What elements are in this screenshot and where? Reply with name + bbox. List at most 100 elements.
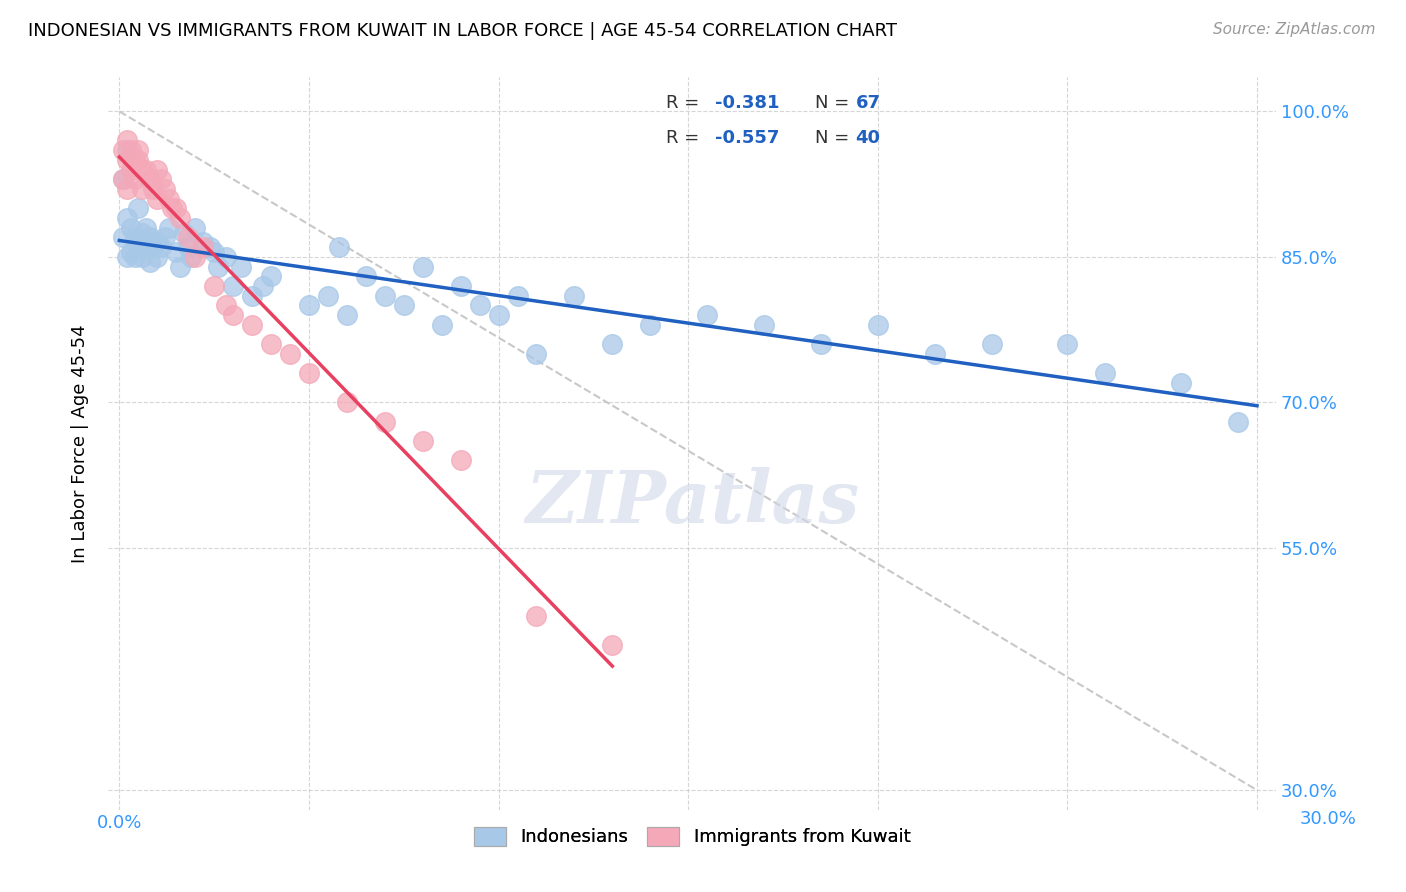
Point: [176, 230, 198, 244]
Point: [214, 298, 236, 312]
Point: [162, 202, 184, 216]
Point: [115, 211, 138, 225]
Point: [135, 240, 157, 254]
Text: N =: N =: [814, 94, 855, 112]
Text: Source: ZipAtlas.com: Source: ZipAtlas.com: [1212, 22, 1375, 37]
Point: [374, 415, 396, 429]
Point: [115, 182, 138, 196]
Point: [602, 638, 624, 652]
Point: [866, 318, 889, 332]
Point: [450, 453, 472, 467]
Point: [150, 240, 173, 254]
Point: [412, 260, 434, 274]
Point: [135, 220, 157, 235]
Point: [526, 347, 548, 361]
Point: [169, 211, 191, 225]
Point: [980, 337, 1002, 351]
Point: [138, 254, 160, 268]
Point: [112, 172, 135, 186]
Point: [602, 337, 624, 351]
Point: [115, 133, 138, 147]
Point: [191, 240, 214, 254]
Point: [252, 279, 274, 293]
Point: [752, 318, 775, 332]
Point: [336, 395, 359, 409]
Text: 40: 40: [855, 128, 880, 146]
Point: [131, 162, 153, 177]
Point: [124, 153, 146, 167]
Point: [138, 230, 160, 244]
Point: [135, 162, 157, 177]
Text: 30.0%: 30.0%: [1301, 810, 1357, 828]
Text: N =: N =: [814, 128, 855, 146]
Legend: Indonesians, Immigrants from Kuwait: Indonesians, Immigrants from Kuwait: [464, 818, 920, 855]
Point: [146, 192, 169, 206]
Text: -0.557: -0.557: [716, 128, 780, 146]
Text: INDONESIAN VS IMMIGRANTS FROM KUWAIT IN LABOR FORCE | AGE 45-54 CORRELATION CHAR: INDONESIAN VS IMMIGRANTS FROM KUWAIT IN …: [28, 22, 897, 40]
Point: [131, 182, 153, 196]
Point: [260, 269, 283, 284]
Point: [173, 226, 195, 240]
Point: [354, 269, 377, 284]
Point: [328, 240, 350, 254]
Point: [146, 162, 169, 177]
Point: [638, 318, 661, 332]
Point: [202, 244, 225, 259]
Point: [115, 250, 138, 264]
Point: [450, 279, 472, 293]
Point: [153, 182, 176, 196]
Point: [127, 153, 149, 167]
Point: [115, 153, 138, 167]
Point: [207, 260, 229, 274]
Point: [506, 288, 529, 302]
Point: [165, 202, 187, 216]
Point: [146, 235, 169, 250]
Point: [120, 220, 142, 235]
Point: [127, 235, 149, 250]
Point: [157, 220, 180, 235]
Text: 67: 67: [855, 94, 880, 112]
Point: [696, 308, 718, 322]
Point: [124, 172, 146, 186]
Point: [124, 250, 146, 264]
Point: [169, 260, 191, 274]
Point: [200, 240, 222, 254]
Point: [120, 143, 142, 157]
Point: [412, 434, 434, 448]
Point: [298, 366, 321, 380]
Point: [115, 143, 138, 157]
Point: [184, 220, 207, 235]
Point: [222, 308, 245, 322]
Point: [120, 244, 142, 259]
Point: [468, 298, 491, 312]
Point: [146, 250, 169, 264]
Point: [298, 298, 321, 312]
Point: [240, 288, 263, 302]
Point: [165, 244, 187, 259]
Point: [157, 192, 180, 206]
Point: [810, 337, 832, 351]
Point: [336, 308, 359, 322]
Point: [176, 240, 198, 254]
Point: [138, 172, 160, 186]
Point: [526, 608, 548, 623]
Point: [924, 347, 946, 361]
Point: [222, 279, 245, 293]
Point: [112, 172, 135, 186]
Point: [229, 260, 252, 274]
Point: [430, 318, 453, 332]
Point: [240, 318, 263, 332]
Point: [1170, 376, 1192, 390]
Point: [392, 298, 415, 312]
Point: [112, 230, 135, 244]
Point: [150, 172, 173, 186]
Point: [191, 235, 214, 250]
Point: [202, 279, 225, 293]
Point: [120, 162, 142, 177]
Point: [180, 250, 202, 264]
Point: [131, 226, 153, 240]
Point: [184, 250, 207, 264]
Point: [214, 250, 236, 264]
Point: [1227, 415, 1250, 429]
Text: -0.381: -0.381: [716, 94, 780, 112]
